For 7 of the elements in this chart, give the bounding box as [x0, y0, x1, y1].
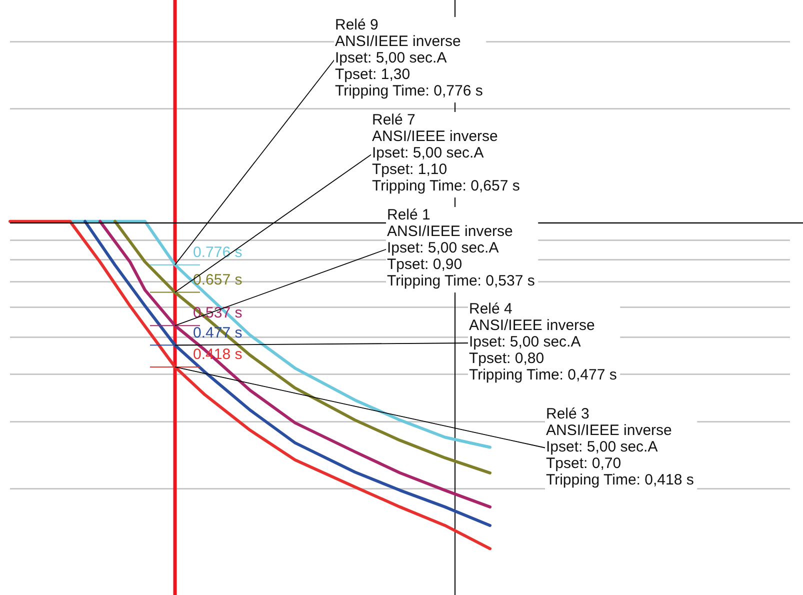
annotation: Relé 3 ANSI/IEEE inverse Ipset: 5,00 sec.A Tpset: 0,70 Tripping Time: 0,418 s — [546, 406, 694, 489]
data-label: 0.657 s — [193, 271, 242, 288]
annotation: Relé 9 ANSI/IEEE inverse Ipset: 5,00 sec.A Tpset: 1,30 Tripping Time: 0,776 s — [335, 16, 483, 100]
annotation: Relé 1 ANSI/IEEE inverse Ipset: 5,00 sec.A Tpset: 0,90 Tripping Time: 0,537 s — [387, 206, 535, 290]
annotation: Relé 7 ANSI/IEEE inverse Ipset: 5,00 sec.A Tpset: 1,10 Tripping Time: 0,657 s — [372, 112, 520, 195]
annotation: Relé 4 ANSI/IEEE inverse Ipset: 5,00 sec.A Tpset: 0,80 Tripping Time: 0,477 s — [469, 300, 617, 384]
data-label: 0.776 s — [193, 244, 242, 261]
